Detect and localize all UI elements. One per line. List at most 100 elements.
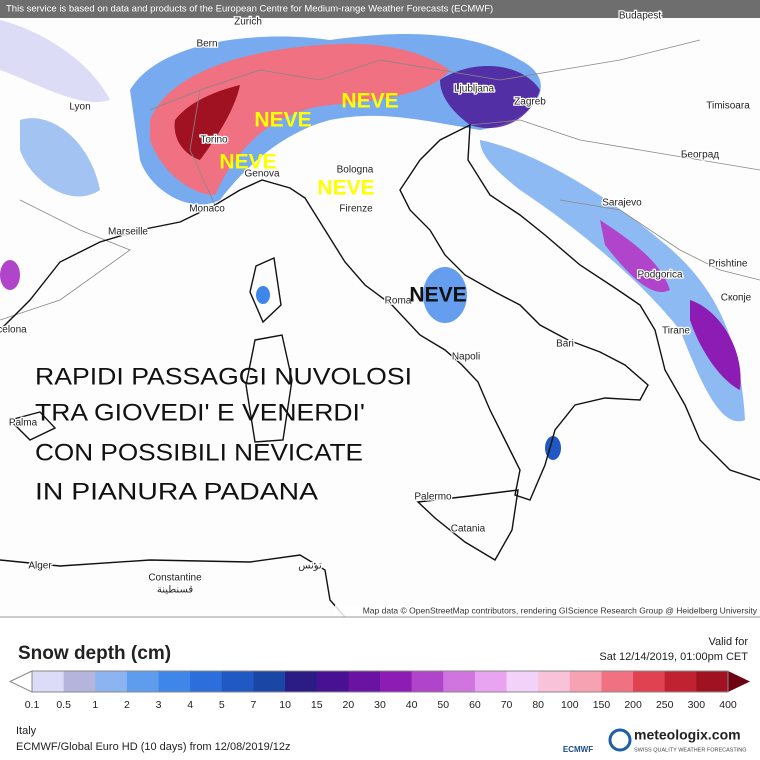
colorbar-tick-label: 150 (593, 699, 611, 711)
city-label: Palermo (414, 492, 452, 503)
city-label: Podgorica (637, 270, 682, 281)
city-label: Bari (556, 339, 574, 350)
attribution-bg (335, 605, 760, 617)
caption-line: RAPIDI PASSAGGI NUVOLOSI (35, 363, 412, 390)
snow-area (423, 267, 467, 323)
colorbar: 0.1 0.5 1 2 3 4 5 7 10 15 20 30 40 50 60 70 80 100 150 200 2… (8, 670, 750, 711)
colorbar-cell (443, 671, 476, 692)
city-label: Budapest (619, 11, 661, 22)
city-label: Monaco (189, 204, 225, 215)
colorbar-cell (538, 671, 571, 692)
colorbar-tick-label: 400 (719, 699, 737, 711)
city-label: Napoli (452, 352, 480, 363)
caption-line: TRA GIOVEDI' E VENERDI' (35, 399, 365, 426)
city-label: Ljubljana (454, 84, 494, 95)
colorbar-cell (411, 671, 444, 692)
colorbar-cell (696, 671, 729, 692)
snow-area (600, 220, 670, 292)
region: Italy (16, 725, 37, 737)
colorbar-tick-label: 200 (624, 699, 642, 711)
annotation: NEVE (254, 109, 311, 132)
colorbar-cell (474, 671, 508, 692)
annotation: NEVE (219, 151, 276, 174)
snow-area (440, 66, 540, 129)
colorbar-cell (601, 671, 634, 692)
slogan: SWISS QUALITY WEATHER FORECASTING (634, 747, 747, 753)
city-label: تونس (298, 561, 322, 572)
colorbar-cell (316, 671, 349, 692)
colorbar-tick-label: 250 (656, 699, 674, 711)
city-label: celona (0, 325, 27, 336)
colorbar-tick-label: 0.1 (25, 699, 40, 711)
disclaimer: This service is based on data and produc… (6, 4, 493, 15)
colorbar-cell (221, 671, 254, 692)
colorbar-tick-label: 15 (311, 699, 323, 711)
snow-area (545, 436, 561, 460)
colorbar-tick-label: 80 (532, 699, 544, 711)
colorbar-tick-label: 7 (251, 699, 257, 711)
snow-area (20, 118, 100, 197)
caption-line: CON POSSIBILI NEVICATE (35, 439, 363, 466)
city-label: Zurich (234, 17, 262, 28)
city-label: Torino (200, 135, 228, 146)
annotation: NEVE (341, 90, 398, 113)
snow-area (0, 20, 110, 103)
annotation: NEVE (317, 177, 374, 200)
city-label: Скопје (721, 293, 752, 304)
colorbar-cell (32, 671, 65, 692)
colorbar-tick-label: 70 (501, 699, 513, 711)
colorbar-tick-label: 60 (469, 699, 481, 711)
colorbar-tick-label: 10 (279, 699, 291, 711)
colorbar-cell (285, 671, 318, 692)
valid-time: Sat 12/14/2019, 01:00pm CET (599, 651, 748, 663)
city-label: Firenze (339, 204, 373, 215)
city-label: Београд (681, 150, 719, 161)
city-label: Roma (385, 296, 412, 307)
city-label: Genova (244, 169, 279, 180)
snow-area (0, 260, 20, 290)
colorbar-over (728, 671, 750, 692)
colorbar-tick-label: 2 (124, 699, 130, 711)
city-label: Sarajevo (602, 198, 642, 209)
colorbar-tick-label: 1 (92, 699, 98, 711)
snow-area (690, 300, 741, 390)
colorbar-cell (348, 671, 381, 692)
colorbar-tick-label: 50 (437, 699, 449, 711)
city-label: Timisoara (706, 101, 750, 112)
colorbar-tick-label: 5 (219, 699, 225, 711)
city-label: Bern (196, 39, 217, 50)
snow-area (174, 85, 240, 160)
colorbar-under (8, 670, 33, 693)
city-label: Lyon (69, 102, 90, 113)
colorbar-cell (664, 671, 697, 692)
colorbar-tick-label: 100 (561, 699, 579, 711)
brand: meteologix.com (634, 727, 741, 743)
colorbar-cell (506, 671, 539, 692)
borders (0, 39, 760, 321)
city-label: Zagreb (514, 97, 546, 108)
colorbar-cell (158, 671, 191, 692)
ecmwf-logo: ECMWF (563, 745, 593, 754)
city-label: Tirane (662, 326, 690, 337)
colorbar-cell (380, 671, 413, 692)
colorbar-tick-label: 30 (374, 699, 386, 711)
valid-label: Valid for (708, 636, 748, 648)
brand-logo (608, 728, 632, 752)
city-label: Alger (28, 561, 52, 572)
colorbar-cell (95, 671, 128, 692)
colorbar-cell (569, 671, 602, 692)
colorbar-cell (126, 671, 160, 692)
caption-line: IN PIANURA PADANA (35, 478, 318, 505)
attribution: Map data © OpenStreetMap contributors, r… (363, 605, 758, 615)
city-label: قسنطينة (157, 585, 194, 596)
annotation: NEVE (409, 284, 466, 307)
city-label: Bologna (337, 165, 374, 176)
colorbar-cell (63, 671, 96, 692)
colorbar-tick-label: 40 (406, 699, 418, 711)
coastlines (0, 123, 760, 618)
snow-area (480, 140, 745, 422)
colorbar-tick-label: 20 (343, 699, 355, 711)
city-label: Marseille (108, 227, 148, 238)
colorbar-frame (31, 670, 729, 693)
